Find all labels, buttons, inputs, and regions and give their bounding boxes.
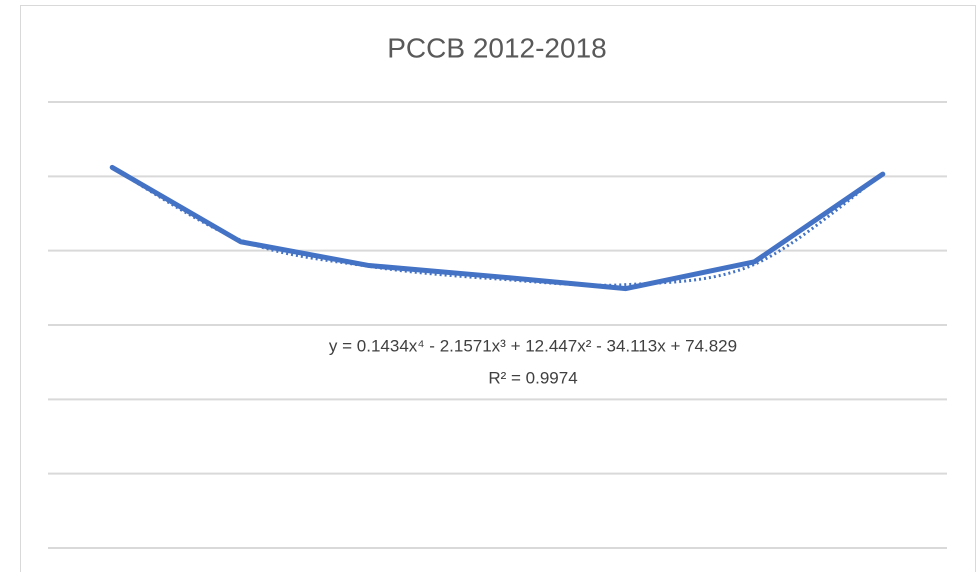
- data-line: [109, 164, 886, 292]
- chart-title: PCCB 2012-2018: [387, 32, 606, 63]
- trendline-equation: y = 0.1434x⁴ - 2.1571x³ + 12.447x² - 34.…: [329, 336, 737, 355]
- trendline-r-squared: R² = 0.9974: [488, 368, 577, 387]
- chart-frame: [20, 5, 976, 572]
